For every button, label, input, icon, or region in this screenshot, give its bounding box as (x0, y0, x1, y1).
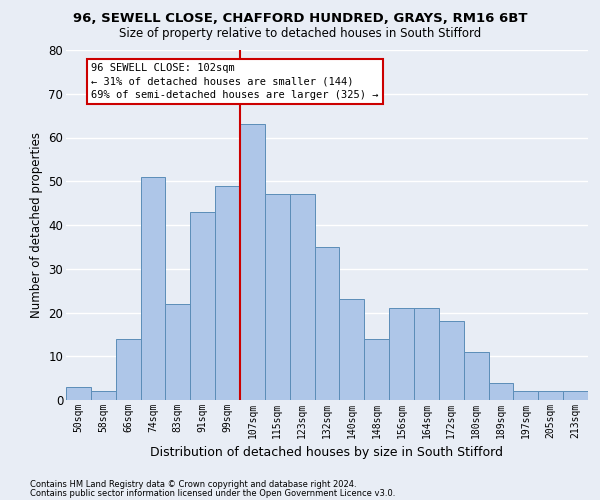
Bar (340, 300, 364, 400)
Bar (140, 177, 166, 400)
Bar (190, 212, 215, 400)
Text: Size of property relative to detached houses in South Stifford: Size of property relative to detached ho… (119, 28, 481, 40)
Bar (240, 124, 265, 400)
Text: Contains HM Land Registry data © Crown copyright and database right 2024.: Contains HM Land Registry data © Crown c… (30, 480, 356, 489)
Bar (166, 304, 190, 400)
Bar (464, 352, 488, 400)
Text: Contains public sector information licensed under the Open Government Licence v3: Contains public sector information licen… (30, 489, 395, 498)
X-axis label: Distribution of detached houses by size in South Stifford: Distribution of detached houses by size … (151, 446, 503, 460)
Bar (514, 391, 538, 400)
Bar (265, 194, 290, 400)
Text: 96 SEWELL CLOSE: 102sqm
← 31% of detached houses are smaller (144)
69% of semi-d: 96 SEWELL CLOSE: 102sqm ← 31% of detache… (91, 63, 379, 100)
Y-axis label: Number of detached properties: Number of detached properties (30, 132, 43, 318)
Bar (290, 194, 314, 400)
Bar (91, 391, 116, 400)
Bar (66, 387, 91, 400)
Bar (215, 186, 240, 400)
Bar (314, 247, 340, 400)
Bar (488, 382, 514, 400)
Bar (364, 339, 389, 400)
Bar (414, 308, 439, 400)
Bar (116, 339, 140, 400)
Bar (439, 321, 464, 400)
Bar (563, 391, 588, 400)
Text: 96, SEWELL CLOSE, CHAFFORD HUNDRED, GRAYS, RM16 6BT: 96, SEWELL CLOSE, CHAFFORD HUNDRED, GRAY… (73, 12, 527, 26)
Bar (538, 391, 563, 400)
Bar (389, 308, 414, 400)
